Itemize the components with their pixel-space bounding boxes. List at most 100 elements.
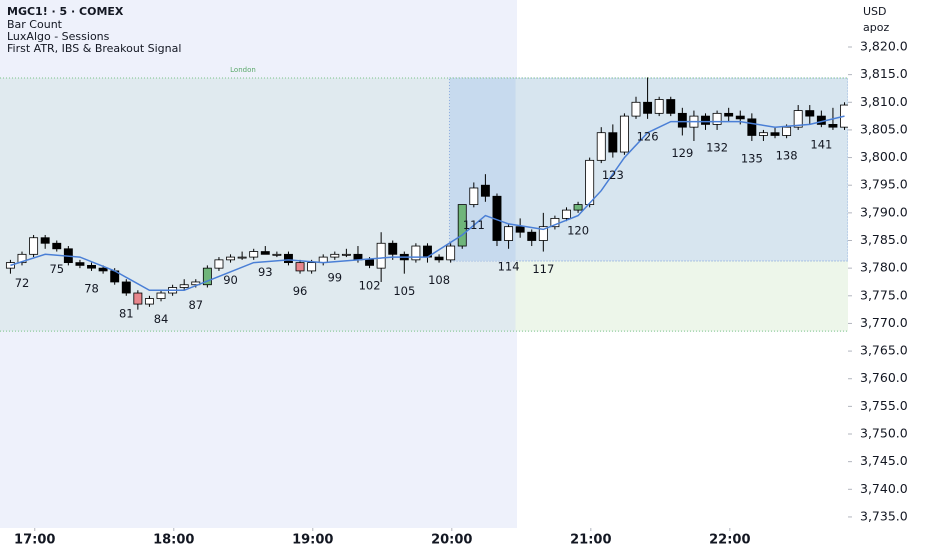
candle-body (156, 292, 166, 299)
candle-body (677, 112, 687, 128)
candle-body (295, 262, 305, 272)
bar-count-label: 105 (393, 284, 415, 298)
candle-body (133, 292, 143, 305)
indicator-name: First ATR, IBS & Breakout Signal (7, 42, 181, 55)
candle-body (121, 281, 131, 294)
candle-body (515, 226, 525, 233)
candle-body (237, 256, 247, 259)
y-tick-label: 3,755.0 (860, 398, 908, 413)
candle-body (782, 126, 792, 136)
candle-body (724, 112, 734, 117)
candle-body (654, 99, 664, 114)
candle-body (388, 242, 398, 255)
candle-body (828, 123, 838, 128)
bar-count-label: 138 (776, 149, 798, 163)
bar-count-label: 126 (637, 129, 659, 143)
candle-body (214, 259, 224, 269)
bar-count-label: 102 (359, 279, 381, 293)
candle-body (249, 251, 259, 258)
candle-body (619, 115, 629, 153)
candle-body (98, 267, 108, 272)
y-tick-label: 3,790.0 (860, 204, 908, 219)
y-tick-label: 3,750.0 (860, 426, 908, 441)
y-tick-label: 3,815.0 (860, 66, 908, 81)
indicator-name: Bar Count (7, 18, 63, 31)
candle-body (144, 298, 154, 305)
bar-count-label: 132 (706, 140, 728, 154)
candle-body (701, 115, 710, 125)
y-tick-label: 3,795.0 (860, 177, 908, 192)
bar-count-label: 117 (532, 262, 554, 276)
candle-body (341, 253, 351, 256)
candle-body (562, 209, 571, 219)
candle-body (608, 132, 618, 153)
candle-body (758, 132, 768, 136)
candle-body (17, 253, 27, 264)
bar-count-label: 111 (463, 218, 485, 232)
candle-body (272, 253, 282, 256)
bar-count-label: 75 (49, 262, 64, 276)
x-tick-label: 18:00 (153, 533, 194, 548)
plot-area: 72 75 78 81 84 87 90 93 96 99 102 105 108 111 114 117 12… (5, 77, 849, 326)
candle-body (284, 253, 293, 264)
y-tick-label: 3,745.0 (860, 453, 908, 468)
candle-body (40, 237, 50, 244)
bar-count-label: 81 (119, 306, 134, 320)
candle-body (480, 184, 490, 197)
y-tick-label: 3,740.0 (860, 481, 908, 496)
bar-count-label: 141 (810, 138, 832, 152)
candle-body (538, 226, 548, 241)
bar-count-label: 96 (293, 284, 308, 298)
candle-body (411, 245, 421, 261)
y-tick-label: 3,780.0 (860, 260, 908, 275)
y-tick-label: 3,810.0 (860, 94, 908, 109)
candle-body (179, 284, 189, 288)
candle-body (330, 253, 340, 258)
y-tick-label: 3,805.0 (860, 121, 908, 136)
bar-count-label: 120 (567, 223, 589, 237)
candle-body (260, 251, 270, 255)
y-tick-label: 3,760.0 (860, 370, 908, 385)
bar-count-label: 90 (223, 273, 238, 287)
candle-body (793, 110, 803, 128)
candle-body (469, 187, 479, 205)
bar-count-label: 135 (741, 151, 763, 165)
axes: 3,820.0 3,815.0 3,810.0 3,805.0 3,800.0 3,795… (14, 38, 908, 547)
candle-body (504, 226, 514, 241)
candle-body (434, 256, 444, 261)
bar-count-label: 108 (428, 273, 450, 287)
candle-body (457, 204, 467, 247)
candle-body (29, 237, 39, 255)
breakout-zone (515, 260, 848, 332)
candle-body (376, 242, 386, 269)
y-tick-label: 3,800.0 (860, 149, 908, 164)
candle-body (573, 204, 583, 211)
currency: USD (863, 5, 887, 18)
bar-count-label: 114 (498, 259, 520, 273)
bar-count-label: 78 (84, 281, 99, 295)
session-label: London (230, 66, 256, 74)
y-tick-label: 3,785.0 (860, 232, 908, 247)
x-tick-label: 21:00 (570, 533, 611, 548)
candle-body (226, 256, 235, 261)
bar-count-label: 72 (15, 276, 30, 290)
bar-count-label: 84 (154, 312, 169, 326)
symbol-title: MGC1! · 5 · COMEX (7, 5, 124, 18)
ema-line (10, 115, 845, 292)
candle-body (307, 262, 317, 272)
time-axis-panel (0, 528, 848, 550)
user-name: apoz (863, 21, 889, 34)
y-tick-label: 3,820.0 (860, 38, 908, 53)
bar-count-label: 123 (602, 168, 624, 182)
candle-body (87, 264, 96, 269)
x-tick-label: 20:00 (431, 533, 472, 548)
candle-body (643, 101, 653, 114)
bar-count-label: 129 (671, 146, 693, 160)
y-tick-label: 3,775.0 (860, 287, 908, 302)
candle-body (596, 132, 606, 161)
candle-body (712, 112, 722, 125)
x-tick-label: 22:00 (709, 533, 750, 548)
candle-body (365, 259, 375, 266)
candle-body (735, 115, 745, 120)
